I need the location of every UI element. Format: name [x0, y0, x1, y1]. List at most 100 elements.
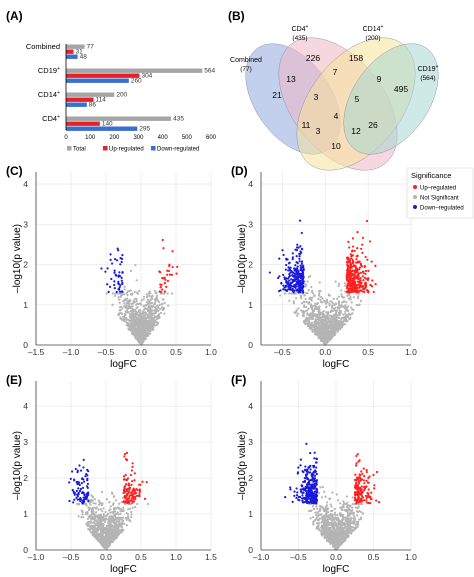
point-not-significant: [311, 289, 314, 292]
point-not-significant: [98, 503, 101, 506]
point-not-significant: [145, 331, 148, 334]
point-not-significant: [312, 315, 315, 318]
venn-region-count: 9: [377, 74, 382, 84]
point-not-significant: [120, 501, 123, 504]
point-not-significant: [331, 526, 334, 529]
point-not-significant: [327, 294, 330, 297]
point-down-regulated: [120, 260, 123, 264]
point-not-significant: [145, 295, 149, 299]
point-down-regulated: [281, 249, 284, 252]
x-tick-label: 0.5: [362, 347, 374, 357]
point-up-regulated: [356, 280, 359, 283]
point-down-regulated: [299, 458, 303, 461]
point-not-significant: [125, 323, 128, 327]
point-up-regulated: [354, 289, 357, 293]
point-not-significant: [94, 515, 97, 518]
point-not-significant: [146, 329, 149, 332]
point-down-regulated: [75, 481, 78, 484]
point-up-regulated: [361, 243, 364, 246]
point-not-significant: [337, 295, 341, 298]
point-up-regulated: [357, 491, 360, 494]
point-not-significant: [320, 312, 323, 315]
point-not-significant: [288, 292, 291, 295]
point-not-significant: [328, 532, 332, 535]
bar-value-label: 86: [89, 102, 97, 109]
point-not-significant: [112, 502, 115, 505]
point-not-significant: [346, 510, 349, 513]
point-not-significant: [105, 536, 108, 539]
venn-set-name: Combined: [230, 57, 262, 64]
point-not-significant: [151, 294, 154, 297]
x-tick-label: 1.0: [205, 347, 217, 357]
point-up-regulated: [370, 285, 374, 288]
point-not-significant: [327, 522, 330, 526]
panel-b-venn-diagram: Combined(77)CD4+(435)CD14+(200)CD19+(564…: [230, 24, 439, 171]
venn-set-name: CD19+: [418, 64, 439, 73]
point-down-regulated: [282, 273, 285, 276]
point-not-significant: [94, 522, 98, 525]
point-up-regulated: [125, 478, 129, 482]
y-tick-label: 2: [23, 473, 28, 483]
point-down-regulated: [295, 267, 298, 270]
point-not-significant: [100, 519, 103, 522]
point-down-regulated: [294, 264, 297, 267]
point-down-regulated: [296, 265, 299, 268]
point-not-significant: [133, 290, 136, 294]
point-not-significant: [307, 289, 310, 292]
point-not-significant: [152, 312, 156, 315]
point-up-regulated: [363, 475, 366, 478]
point-up-regulated: [138, 494, 141, 497]
point-not-significant: [110, 491, 114, 494]
bar-category-label: CD4+: [42, 114, 60, 123]
legend-label: Total: [73, 147, 86, 153]
point-down-regulated: [288, 261, 291, 264]
point-down-regulated: [116, 247, 119, 250]
point-up-regulated: [353, 491, 357, 494]
point-down-regulated: [299, 274, 302, 277]
point-not-significant: [149, 321, 152, 325]
bar-down-regulated: [66, 54, 78, 59]
point-not-significant: [312, 523, 315, 526]
venn-set-count: (564): [420, 75, 435, 82]
point-not-significant: [82, 516, 85, 519]
point-up-regulated: [353, 478, 357, 482]
y-tick-label: 2: [23, 260, 28, 270]
point-not-significant: [89, 514, 92, 517]
point-not-significant: [100, 535, 103, 539]
point-up-regulated: [346, 284, 349, 287]
point-not-significant: [306, 319, 309, 322]
point-not-significant: [334, 511, 337, 514]
point-not-significant: [113, 527, 116, 531]
point-down-regulated: [293, 494, 296, 497]
point-not-significant: [147, 304, 151, 308]
point-down-regulated: [78, 489, 82, 493]
panel-label-d: (D): [231, 164, 248, 178]
point-up-regulated: [359, 488, 362, 491]
point-not-significant: [121, 516, 125, 519]
point-not-significant: [151, 314, 154, 317]
point-not-significant: [149, 324, 152, 327]
point-not-significant: [335, 517, 338, 520]
point-not-significant: [300, 309, 303, 312]
point-not-significant: [158, 303, 161, 307]
point-not-significant: [108, 530, 111, 533]
point-not-significant: [145, 321, 148, 324]
point-down-regulated: [113, 269, 116, 272]
point-not-significant: [330, 536, 333, 539]
point-not-significant: [304, 322, 307, 325]
point-not-significant: [325, 300, 328, 303]
point-up-regulated: [347, 282, 350, 285]
point-not-significant: [135, 297, 138, 301]
point-down-regulated: [315, 472, 318, 476]
point-not-significant: [342, 521, 345, 525]
point-down-regulated: [84, 475, 87, 478]
point-down-regulated: [121, 282, 124, 286]
point-not-significant: [111, 292, 115, 295]
point-down-regulated: [85, 485, 89, 488]
point-not-significant: [308, 327, 312, 330]
point-not-significant: [307, 320, 311, 324]
point-not-significant: [130, 516, 133, 519]
point-up-regulated: [359, 277, 362, 280]
point-not-significant: [343, 508, 346, 512]
